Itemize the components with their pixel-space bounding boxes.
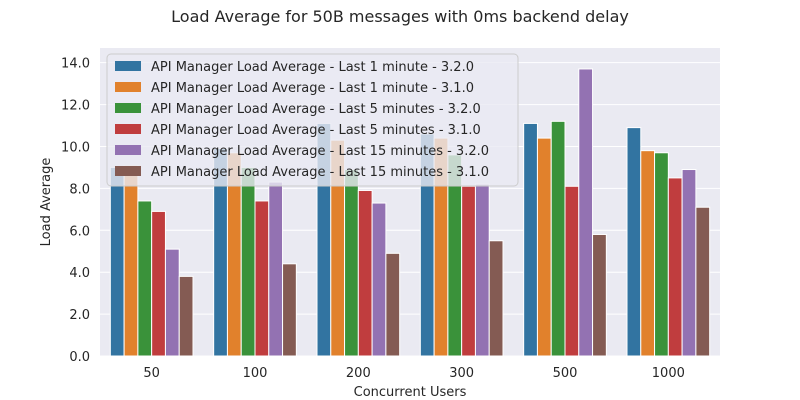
bar	[137, 200, 153, 357]
legend-label: API Manager Load Average - Last 5 minute…	[151, 102, 481, 117]
bar	[681, 169, 697, 357]
bar	[254, 200, 270, 357]
y-axis-ticks: 0.0 2.0 4.0 6.0 8.0 10.0 12.0 14.0	[61, 57, 90, 365]
bar	[536, 137, 552, 357]
legend-box	[106, 53, 519, 187]
bars	[109, 68, 711, 357]
bar	[654, 152, 669, 357]
legend-label: API Manager Load Average - Last 1 minute…	[151, 60, 474, 75]
y-tick-label: 12.0	[61, 99, 90, 114]
bar	[344, 169, 359, 357]
legend-label: API Manager Load Average - Last 15 minut…	[151, 165, 489, 180]
bar	[461, 185, 476, 357]
bar	[164, 248, 180, 357]
legend-swatch	[115, 103, 141, 113]
legend-label: API Manager Load Average - Last 1 minute…	[151, 81, 474, 96]
bar	[385, 252, 401, 357]
x-tick-label: 300	[449, 366, 474, 381]
bar	[282, 263, 297, 357]
bar	[550, 120, 566, 357]
bar	[178, 275, 194, 357]
legend-swatch	[115, 82, 141, 92]
x-tick-label: 50	[143, 366, 160, 381]
x-axis-label: Concurrent Users	[354, 385, 467, 400]
bar	[357, 189, 373, 357]
legend-swatch	[115, 124, 141, 134]
bar	[626, 127, 642, 357]
x-axis-ticks: 50 100 200 300 500 1000	[143, 366, 684, 381]
x-tick-label: 500	[553, 366, 578, 381]
bar	[592, 233, 607, 357]
x-tick-label: 100	[243, 366, 268, 381]
y-tick-label: 0.0	[69, 350, 90, 365]
y-tick-label: 6.0	[69, 224, 90, 239]
y-axis-label: Load Average	[39, 158, 54, 247]
bar	[151, 210, 166, 357]
legend-swatch	[115, 166, 141, 176]
y-tick-label: 2.0	[69, 308, 90, 323]
legend: API Manager Load Average - Last 1 minute…	[106, 53, 519, 187]
legend-label: API Manager Load Average - Last 5 minute…	[151, 123, 481, 138]
bar	[640, 150, 656, 357]
bar	[371, 202, 387, 357]
bar	[523, 122, 538, 357]
legend-label: API Manager Load Average - Last 15 minut…	[151, 144, 489, 159]
bar	[695, 206, 711, 357]
bar	[268, 181, 284, 357]
bar	[474, 183, 490, 357]
bar	[667, 177, 683, 357]
bar	[488, 240, 504, 357]
y-tick-label: 14.0	[61, 57, 90, 72]
bar	[123, 164, 139, 357]
legend-swatch	[115, 61, 141, 71]
y-tick-label: 8.0	[69, 182, 90, 197]
x-tick-label: 200	[346, 366, 371, 381]
legend-swatch	[115, 145, 141, 155]
bar	[578, 68, 594, 357]
bar	[109, 166, 125, 357]
bar	[564, 185, 580, 357]
y-tick-label: 4.0	[69, 266, 90, 281]
x-tick-label: 1000	[652, 366, 685, 381]
bar	[240, 166, 256, 357]
y-tick-label: 10.0	[61, 140, 90, 155]
chart-title: Load Average for 50B messages with 0ms b…	[171, 7, 629, 26]
